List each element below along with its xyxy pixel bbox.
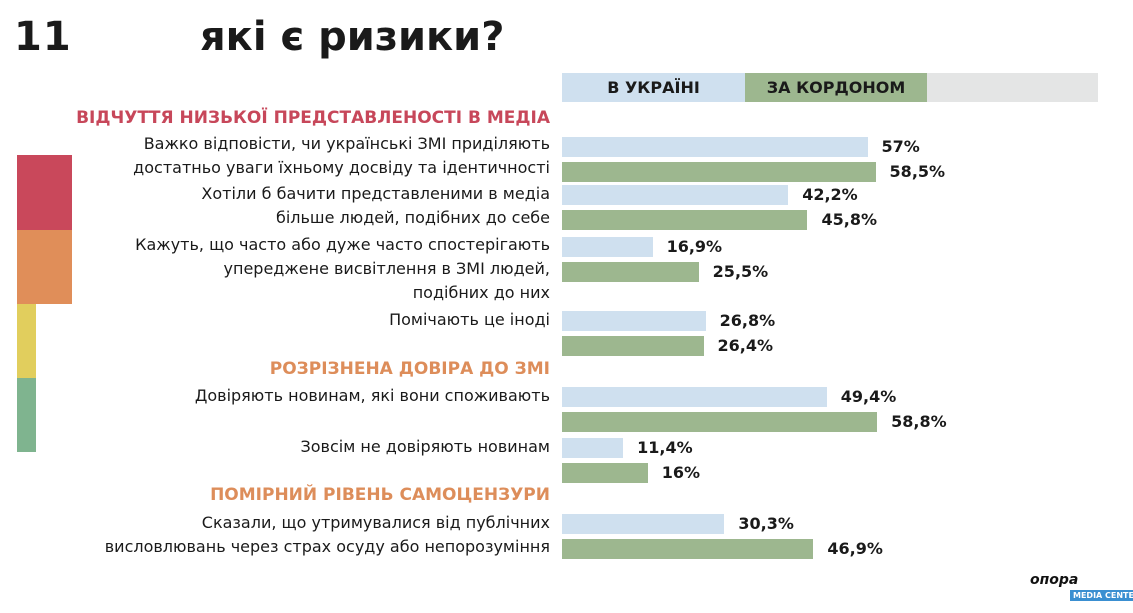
label-line: Важко відповісти, чи українські ЗМІ прид…: [143, 134, 550, 153]
category-label-biased-coverage: Кажуть, що часто або дуже часто спостері…: [135, 233, 550, 305]
bar-ukraine: [562, 185, 789, 205]
risk-strip-orange: [17, 230, 72, 304]
value-label-ukraine: 49,4%: [840, 387, 897, 406]
label-line: достатньо уваги їхньому досвіду та ідент…: [133, 158, 550, 177]
value-label-abroad: 45,8%: [821, 210, 877, 229]
bar-abroad: [562, 412, 878, 432]
label-line: Помічають це іноді: [389, 310, 550, 329]
value-label-ukraine: 26,8%: [719, 311, 776, 330]
label-line: Сказали, що утримувалися від публічних: [201, 513, 550, 532]
legend-abroad: ЗА КОРДОНОМ: [745, 73, 927, 102]
opora-logo: опора MEDIA CENTER: [1030, 570, 1133, 606]
category-label-notice-sometimes: Помічають це іноді: [389, 308, 550, 332]
label-line: Довіряють новинам, які вони споживають: [194, 386, 550, 405]
value-label-ukraine: 30,3%: [738, 514, 794, 533]
category-label-no-trust: Зовсім не довіряють новинам: [301, 435, 551, 459]
value-label-abroad: 58,5%: [889, 162, 946, 181]
bar-ukraine: [562, 387, 827, 407]
bar-ukraine: [562, 137, 868, 157]
label-line: більше людей, подібних до себе: [275, 208, 550, 227]
section-title-representation: ВІДЧУТТЯ НИЗЬКОЇ ПРЕДСТАВЛЕНОСТІ В МЕДІА: [76, 108, 550, 128]
risk-strip-yellow: [17, 304, 36, 378]
label-line: упереджене висвітлення в ЗМІ людей,: [223, 259, 550, 278]
label-line: подібних до них: [412, 283, 550, 302]
value-label-ukraine: 16,9%: [666, 237, 723, 256]
slide-number: 11: [14, 14, 72, 60]
category-label-self-censorship: Сказали, що утримувалися від публічних в…: [105, 511, 550, 559]
bar-abroad: [562, 162, 876, 182]
slide-title: які є ризики?: [200, 14, 505, 60]
category-label-trust-news: Довіряють новинам, які вони споживають: [195, 384, 550, 408]
bar-abroad: [562, 262, 699, 282]
value-label-abroad: 16%: [661, 463, 701, 482]
bar-abroad: [562, 539, 814, 559]
logo-text: опора: [1030, 572, 1079, 588]
risk-strip-red: [17, 155, 72, 230]
bar-abroad: [562, 463, 648, 483]
risk-strip-green: [17, 378, 36, 452]
value-label-abroad: 46,9%: [827, 539, 883, 558]
bar-ukraine: [562, 514, 725, 534]
value-label-abroad: 25,5%: [712, 262, 769, 281]
bar-abroad: [562, 336, 704, 356]
value-label-abroad: 26,4%: [717, 336, 774, 355]
label-line: Зовсім не довіряють новинам: [300, 437, 551, 456]
value-label-ukraine: 42,2%: [802, 185, 858, 204]
bar-ukraine: [562, 237, 653, 257]
value-label-abroad: 58,8%: [891, 412, 947, 431]
section-title-self-censorship: ПОМІРНИЙ РІВЕНЬ САМОЦЕНЗУРИ: [210, 485, 550, 505]
category-label-want-representation: Хотіли б бачити представленими в медіа б…: [201, 182, 550, 230]
bar-ukraine: [562, 311, 706, 331]
legend-ukraine: В УКРАЇНІ: [562, 73, 745, 102]
bar-ukraine: [562, 438, 624, 458]
value-label-ukraine: 57%: [881, 137, 920, 156]
label-line: висловлювань через страх осуду або непор…: [104, 537, 550, 556]
category-label-hard-to-answer: Важко відповісти, чи українські ЗМІ прид…: [133, 132, 550, 180]
value-label-ukraine: 11,4%: [637, 438, 693, 457]
label-line: Хотіли б бачити представленими в медіа: [201, 184, 550, 203]
bar-abroad: [562, 210, 808, 230]
label-line: Кажуть, що часто або дуже часто спостері…: [135, 235, 550, 254]
section-title-trust: РОЗРІЗНЕНА ДОВІРА ДО ЗМІ: [269, 359, 550, 379]
logo-subtitle: MEDIA CENTER: [1070, 590, 1133, 601]
